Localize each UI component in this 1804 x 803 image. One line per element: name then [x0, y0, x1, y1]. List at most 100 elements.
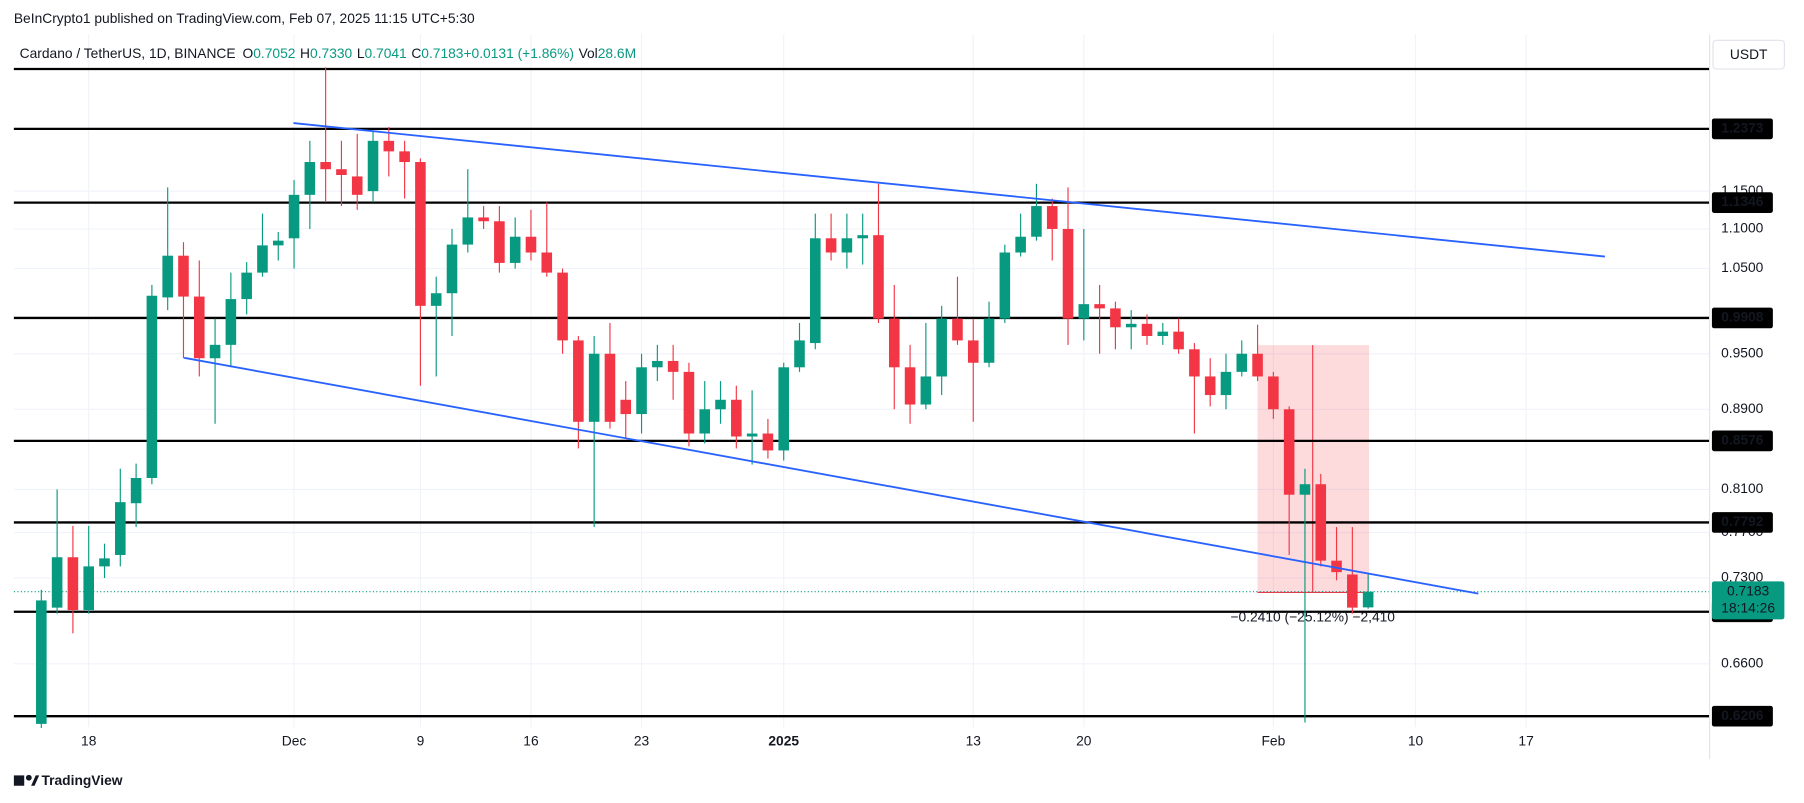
candle-body	[746, 433, 758, 437]
candles	[36, 67, 1374, 729]
candle-body	[873, 235, 884, 319]
published-note: BeInCrypto1 published on TradingView.com…	[14, 11, 475, 26]
currency-box[interactable]	[1712, 39, 1785, 70]
level-label-box	[1711, 512, 1773, 533]
candle-body	[99, 558, 110, 567]
candle-body	[130, 477, 142, 504]
candle-body	[288, 194, 300, 239]
candle-body	[1078, 304, 1090, 319]
level-label: 0.9908	[1721, 310, 1764, 325]
x-tick-label: 18	[81, 734, 97, 749]
candle-body	[573, 340, 584, 422]
level-label-box	[1711, 705, 1773, 727]
candle-body	[604, 353, 616, 422]
candle-body	[1315, 484, 1327, 561]
candle-body	[1015, 236, 1026, 253]
candle-body	[1031, 206, 1042, 237]
x-tick-label: 13	[966, 734, 982, 749]
candle-body	[67, 557, 79, 611]
candle-body	[525, 236, 537, 253]
level-label-box	[1711, 430, 1773, 452]
candle-body	[999, 252, 1011, 319]
currency[interactable]: USDT	[1730, 47, 1768, 62]
logo-dot	[25, 774, 32, 781]
candle-body	[667, 360, 679, 372]
candle-body	[415, 162, 426, 306]
candle-body	[367, 140, 379, 192]
candle-body	[36, 600, 47, 724]
legend-value: 0.7052	[253, 46, 295, 61]
candle-body	[1173, 331, 1184, 350]
candle-body	[794, 340, 805, 368]
legend-value: 28.6M	[598, 46, 636, 61]
candle-body	[494, 221, 505, 263]
overlay: 1.23731.13460.99080.85760.77920.70160.62…	[1711, 118, 1785, 727]
candle-body	[241, 272, 252, 300]
level-label: 1.1346	[1721, 194, 1764, 209]
candle-body	[83, 566, 95, 611]
x-tick-label: Feb	[1261, 734, 1285, 749]
candle-body	[446, 244, 458, 294]
candle-body	[920, 376, 932, 405]
level-label: 0.7792	[1721, 514, 1764, 529]
candle-body	[1331, 560, 1342, 573]
candle-body	[462, 217, 474, 245]
candle-body	[1204, 376, 1216, 396]
candle-body	[983, 318, 995, 363]
candle-body	[162, 255, 173, 298]
candle-body	[557, 272, 568, 341]
candle-body	[1046, 206, 1058, 229]
candle-body	[193, 296, 205, 359]
candle-body	[1283, 409, 1295, 495]
candle-body	[336, 169, 347, 175]
candle-body	[1299, 484, 1311, 495]
symbol-legend: Cardano / TetherUS, 1D, BINANCE O0.7052 H0…	[20, 46, 636, 61]
candle-body	[1220, 371, 1232, 396]
level-label: 0.8576	[1721, 432, 1764, 447]
x-tick-label: 2025	[768, 734, 799, 749]
candle-body	[257, 245, 268, 273]
countdown: 18:14:26	[1721, 601, 1775, 616]
x-tick-label: 20	[1076, 734, 1092, 749]
y-tick-label: 0.8100	[1721, 481, 1764, 496]
candle-body	[1189, 349, 1200, 377]
candle-body	[478, 217, 489, 222]
candle-body	[1141, 323, 1153, 337]
candle-body	[652, 360, 663, 368]
candle-body	[225, 299, 237, 345]
candle-body	[320, 162, 331, 170]
tradingview-logo	[13, 774, 40, 786]
footer-brand: TradingView	[41, 773, 122, 788]
candle-body	[810, 238, 821, 344]
y-tick-label: 0.7300	[1721, 570, 1764, 585]
candle-body	[1347, 574, 1358, 608]
legend-key: C	[411, 46, 421, 61]
candle-body	[731, 399, 742, 437]
candle-body	[778, 367, 789, 451]
candle-body	[1062, 228, 1074, 319]
level-label: 1.2373	[1721, 120, 1764, 135]
candle-body	[588, 353, 600, 422]
candle-body	[967, 340, 979, 363]
candle-body	[51, 557, 63, 608]
x-tick-label: 9	[417, 734, 425, 749]
y-tick-label: 0.6600	[1721, 655, 1764, 670]
candle-body	[399, 151, 410, 163]
candle-body	[936, 318, 947, 377]
logo-slash	[31, 775, 40, 786]
level-label: 0.6206	[1721, 708, 1764, 723]
candle-body	[620, 399, 632, 415]
legend-key: H	[300, 46, 310, 61]
y-tick-label: 0.9500	[1721, 345, 1764, 360]
candle-body	[715, 399, 726, 410]
x-tick-label: 17	[1518, 734, 1533, 749]
candle-body	[1252, 353, 1263, 377]
legend-value: 0.7041	[365, 46, 407, 61]
candle-body	[351, 176, 363, 195]
candle-body	[762, 433, 774, 451]
candle-body	[383, 140, 395, 152]
candle-body	[888, 318, 900, 368]
candle-body	[509, 236, 521, 263]
candle-body	[1362, 591, 1374, 608]
candle-body	[1094, 304, 1105, 309]
